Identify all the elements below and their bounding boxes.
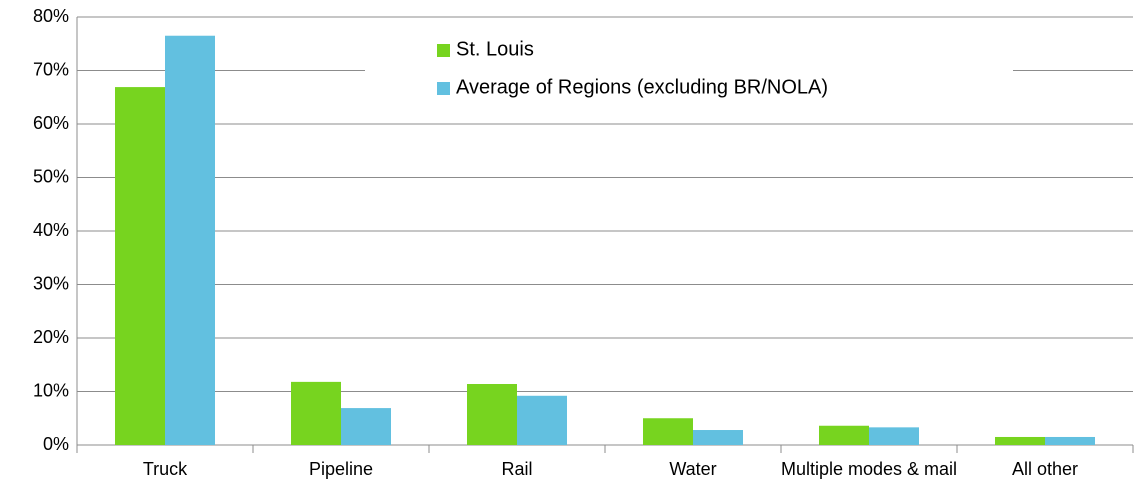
legend-swatch bbox=[437, 44, 450, 57]
bar bbox=[467, 384, 517, 445]
y-tick-label: 10% bbox=[33, 380, 69, 400]
bar bbox=[517, 395, 567, 445]
y-tick-label: 70% bbox=[33, 59, 69, 79]
y-tick-label: 0% bbox=[43, 434, 69, 454]
bar bbox=[995, 436, 1045, 445]
legend: St. Louis Average of Regions (excluding B… bbox=[365, 32, 1013, 108]
bar bbox=[165, 35, 215, 445]
bar bbox=[115, 87, 165, 446]
bar bbox=[869, 427, 919, 445]
x-tick-label: Truck bbox=[143, 459, 188, 479]
bar bbox=[819, 425, 869, 445]
y-tick-label: 30% bbox=[33, 273, 69, 293]
bar bbox=[1045, 436, 1095, 445]
y-tick-label: 60% bbox=[33, 113, 69, 133]
bar bbox=[693, 430, 743, 445]
y-tick-label: 20% bbox=[33, 327, 69, 347]
x-tick-label: Water bbox=[669, 459, 716, 479]
legend-label: Average of Regions (excluding BR/NOLA) bbox=[456, 76, 828, 98]
bar bbox=[643, 418, 693, 445]
x-tick-label: Rail bbox=[501, 459, 532, 479]
y-tick-label: 50% bbox=[33, 166, 69, 186]
legend-swatch bbox=[437, 82, 450, 95]
legend-label: St. Louis bbox=[456, 38, 534, 60]
bar bbox=[341, 408, 391, 445]
x-tick-label: All other bbox=[1012, 459, 1078, 479]
bar bbox=[291, 381, 341, 445]
legend-box bbox=[365, 32, 1013, 108]
x-tick-label: Multiple modes & mail bbox=[781, 459, 957, 479]
x-tick-label: Pipeline bbox=[309, 459, 373, 479]
y-tick-label: 80% bbox=[33, 6, 69, 26]
y-tick-label: 40% bbox=[33, 220, 69, 240]
